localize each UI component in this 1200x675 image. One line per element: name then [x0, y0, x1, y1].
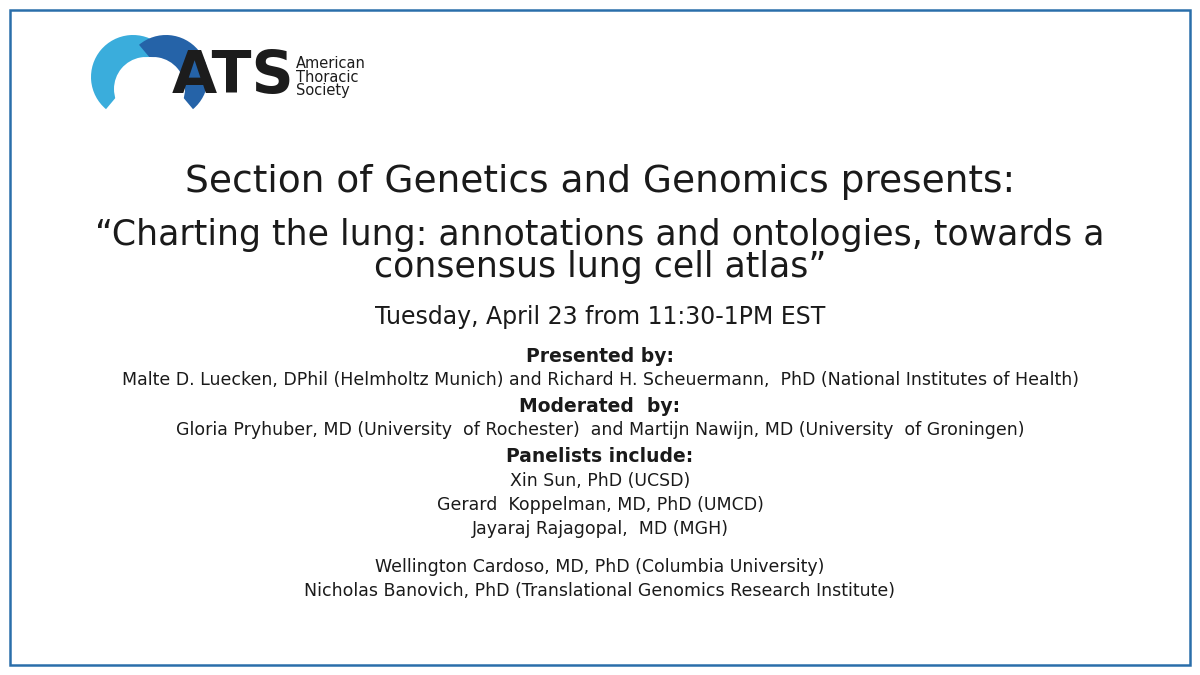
Text: “Charting the lung: annotations and ontologies, towards a: “Charting the lung: annotations and onto… — [95, 218, 1105, 252]
Wedge shape — [91, 35, 160, 109]
Ellipse shape — [143, 57, 157, 107]
Text: Xin Sun, PhD (UCSD): Xin Sun, PhD (UCSD) — [510, 472, 690, 490]
Wedge shape — [139, 35, 208, 109]
Text: Section of Genetics and Genomics presents:: Section of Genetics and Genomics present… — [185, 164, 1015, 200]
Text: Society: Society — [296, 84, 349, 99]
Text: consensus lung cell atlas”: consensus lung cell atlas” — [374, 250, 826, 284]
Text: Presented by:: Presented by: — [526, 348, 674, 367]
Wedge shape — [114, 57, 162, 109]
Text: Gerard  Koppelman, MD, PhD (UMCD): Gerard Koppelman, MD, PhD (UMCD) — [437, 496, 763, 514]
Text: Tuesday, April 23 from 11:30-1PM EST: Tuesday, April 23 from 11:30-1PM EST — [374, 305, 826, 329]
Wedge shape — [137, 57, 185, 109]
Text: Malte D. Luecken, DPhil (Helmholtz Munich) and Richard H. Scheuermann,  PhD (Nat: Malte D. Luecken, DPhil (Helmholtz Munic… — [121, 371, 1079, 389]
Text: ATS: ATS — [172, 49, 294, 105]
Text: Moderated  by:: Moderated by: — [520, 398, 680, 416]
Text: Jayaraj Rajagopal,  MD (MGH): Jayaraj Rajagopal, MD (MGH) — [472, 520, 728, 538]
Text: Thoracic: Thoracic — [296, 70, 359, 84]
Text: Gloria Pryhuber, MD (University  of Rochester)  and Martijn Nawijn, MD (Universi: Gloria Pryhuber, MD (University of Roche… — [175, 421, 1025, 439]
Text: Wellington Cardoso, MD, PhD (Columbia University): Wellington Cardoso, MD, PhD (Columbia Un… — [376, 558, 824, 576]
Text: Panelists include:: Panelists include: — [506, 448, 694, 466]
Text: American: American — [296, 55, 366, 70]
Text: Nicholas Banovich, PhD (Translational Genomics Research Institute): Nicholas Banovich, PhD (Translational Ge… — [305, 582, 895, 600]
